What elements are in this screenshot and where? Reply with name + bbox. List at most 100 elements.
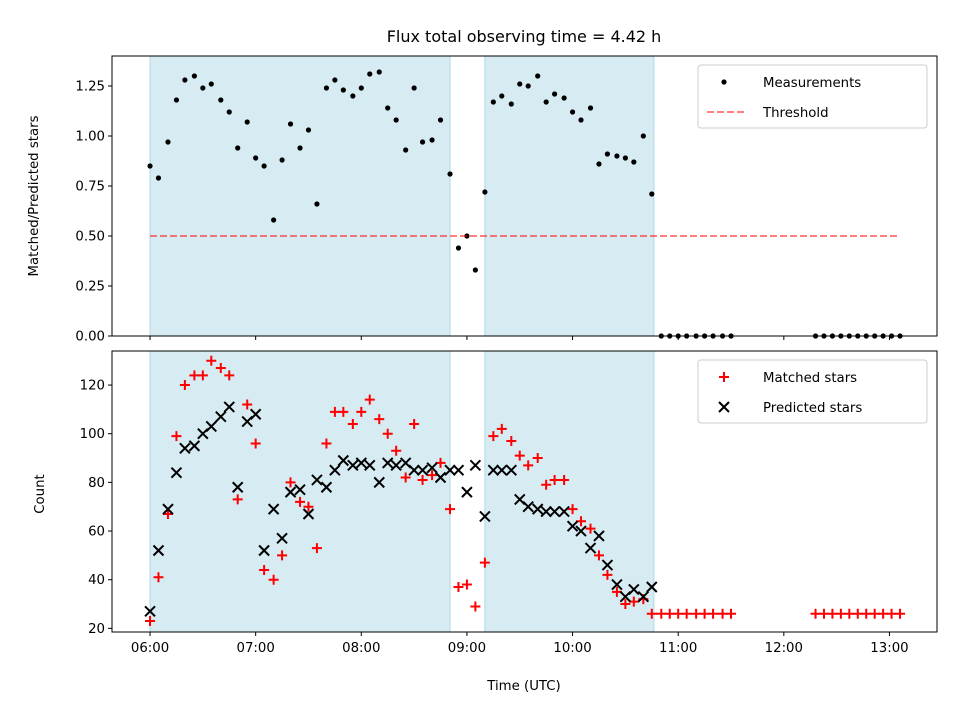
predicted-star-point — [452, 464, 465, 476]
matched-star-point — [488, 431, 499, 442]
measurement-point — [569, 109, 576, 115]
matched-star-point — [285, 477, 296, 488]
y-tick-label: 40 — [88, 573, 105, 588]
measurement-point — [208, 81, 214, 87]
count-x-axis-label: Time (UTC) — [486, 679, 561, 694]
matched-star-point — [496, 423, 507, 434]
measurement-point — [561, 95, 567, 101]
measurement-point — [218, 97, 224, 103]
measurement-point — [535, 73, 541, 79]
predicted-star-point — [496, 464, 508, 476]
observing-band — [484, 55, 655, 337]
measurement-point — [279, 157, 285, 163]
measurement-point — [578, 117, 584, 123]
measurement-point — [147, 163, 153, 169]
measurement-point — [403, 147, 409, 153]
y-tick-label: 0.00 — [75, 330, 105, 345]
predicted-star-point — [505, 464, 518, 476]
measurement-point — [235, 145, 241, 151]
measurement-point — [200, 85, 206, 91]
predicted-star-point — [170, 466, 183, 479]
measurement-point — [472, 267, 478, 273]
matched-star-point — [514, 450, 525, 461]
measurement-point — [385, 105, 391, 111]
measurement-point — [447, 171, 453, 177]
x-tick-label: 12:00 — [765, 641, 803, 656]
matched-star-point — [250, 438, 261, 449]
matched-star-point — [708, 608, 719, 619]
matched-star-point — [664, 608, 675, 619]
predicted-star-point — [584, 542, 597, 554]
matched-star-point — [453, 581, 464, 592]
matched-star-point — [295, 496, 306, 507]
measurement-point — [614, 153, 620, 159]
matched-star-point — [321, 438, 332, 449]
y-tick-label: 20 — [88, 622, 105, 637]
matched-star-point — [827, 608, 838, 619]
matched-star-point — [852, 608, 863, 619]
measurement-point — [261, 163, 267, 169]
measurement-point — [340, 87, 346, 93]
predicted-star-point — [188, 440, 201, 452]
y-tick-label: 1.25 — [75, 80, 105, 95]
predicted-star-point — [469, 459, 482, 472]
predicted-star-point — [223, 401, 235, 413]
predicted-star-point — [426, 462, 438, 474]
matched-star-point — [593, 550, 604, 561]
predicted-star-point — [558, 505, 570, 518]
matched-star-point — [391, 445, 402, 456]
matched-star-point — [259, 564, 270, 575]
matched-star-point — [427, 470, 438, 481]
matched-star-point — [215, 363, 226, 374]
predicted-star-point — [566, 520, 579, 532]
measurement-point — [587, 105, 594, 111]
measurement-point — [332, 77, 338, 83]
measurement-point — [305, 127, 312, 133]
x-tick-label: 07:00 — [236, 641, 274, 656]
legend-box — [697, 359, 928, 424]
matched-star-point — [277, 550, 288, 561]
measurement-point — [376, 69, 382, 75]
matched-star-point — [835, 608, 846, 619]
matched-star-point — [461, 579, 472, 590]
predicted-star-point — [373, 476, 385, 489]
measurement-point — [173, 97, 180, 103]
ratio-legend: Measurements Threshold — [697, 64, 928, 129]
predicted-star-point — [144, 605, 156, 618]
legend-measurement-swatch — [721, 79, 727, 85]
predicted-star-point — [294, 483, 306, 496]
observing-band — [484, 350, 655, 633]
predicted-star-point — [593, 530, 605, 542]
x-tick-label: 06:00 — [131, 641, 169, 656]
matched-star-point — [417, 474, 428, 485]
predicted-star-point — [575, 525, 587, 537]
matched-star-point — [409, 418, 420, 429]
predicted-star-point — [522, 500, 534, 513]
predicted-star-point — [355, 457, 368, 469]
legend-predicted-swatch — [718, 401, 730, 413]
ratio-marks — [147, 69, 903, 339]
measurement-point — [411, 85, 417, 91]
y-tick-label: 100 — [80, 427, 105, 442]
predicted-star-point — [540, 505, 552, 518]
legend-matched-swatch — [719, 372, 729, 382]
legend-label: Threshold — [762, 106, 829, 121]
measurement-point — [314, 201, 320, 207]
predicted-star-point — [479, 510, 491, 523]
matched-star-point — [329, 406, 340, 417]
legend-label: Predicted stars — [763, 401, 862, 416]
matched-star-point — [549, 474, 560, 485]
predicted-star-point — [408, 464, 420, 476]
measurement-point — [271, 217, 277, 223]
x-tick-label: 10:00 — [553, 641, 591, 656]
matched-star-point — [673, 608, 684, 619]
predicted-star-point — [444, 464, 456, 476]
matched-star-point — [567, 504, 578, 515]
matched-star-point — [303, 501, 314, 512]
predicted-star-point — [390, 459, 402, 472]
predicted-star-point — [249, 408, 262, 420]
y-tick-label: 1.00 — [75, 130, 105, 145]
matched-star-point — [400, 472, 411, 483]
measurement-point — [165, 139, 171, 145]
